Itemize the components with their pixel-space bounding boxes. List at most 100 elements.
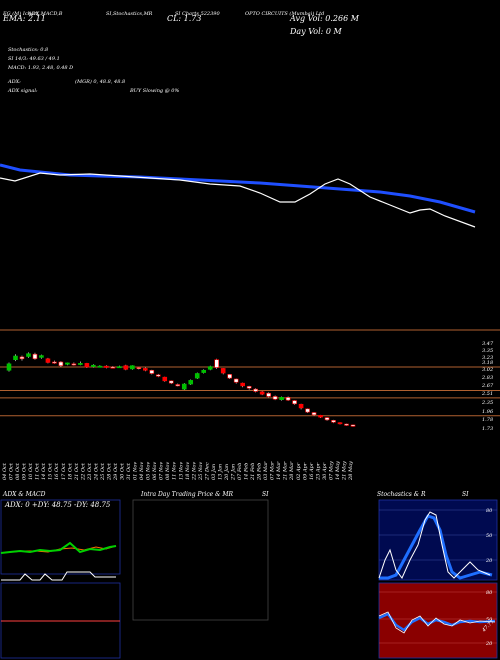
date-label: 21 Mar bbox=[283, 461, 289, 481]
date-label: 10 Oct bbox=[28, 462, 34, 480]
candle-body bbox=[19, 356, 25, 360]
price-axis-label: 3.02 bbox=[482, 367, 493, 373]
date-label: 21 Feb bbox=[250, 463, 256, 481]
header-line1-stoch: SI,Stochastics,MR bbox=[106, 11, 153, 17]
candle-body bbox=[45, 358, 51, 363]
date-label: 18 Oct bbox=[67, 462, 73, 480]
intra-panel-title: Intra Day Trading Price & MR bbox=[141, 491, 234, 498]
date-label: 28 Mar bbox=[289, 461, 295, 481]
candle-body bbox=[65, 362, 70, 365]
date-label: 24 Oct bbox=[93, 462, 99, 481]
candle-body bbox=[220, 368, 226, 374]
candle-body bbox=[214, 359, 219, 368]
candle-body bbox=[207, 366, 213, 370]
date-label: 27 Jan bbox=[230, 464, 236, 481]
candle-body bbox=[104, 365, 109, 368]
price-axis-label: 1.96 bbox=[482, 409, 494, 415]
header-line1-code: SI Charts 522390 bbox=[175, 11, 220, 17]
candle-body bbox=[155, 374, 161, 377]
candle-body bbox=[39, 355, 44, 358]
candle-body bbox=[259, 391, 265, 395]
candle-body bbox=[194, 373, 200, 379]
candle-body bbox=[175, 384, 181, 387]
stoch-panel-si: SI bbox=[462, 491, 469, 498]
stoch-tick-label: 20 bbox=[485, 558, 493, 564]
date-label: 21 May bbox=[341, 461, 347, 481]
candle-body bbox=[305, 408, 310, 413]
candle-body bbox=[91, 364, 96, 367]
price-axis-label: 3.35 bbox=[482, 348, 493, 354]
price-axis-label: 2.83 bbox=[481, 375, 493, 381]
price-axis-label: 2.67 bbox=[481, 383, 494, 389]
candle-body bbox=[84, 363, 90, 368]
date-label: 28 Oct bbox=[106, 462, 112, 481]
candle-body bbox=[97, 365, 103, 368]
price-axis-label: 2.51 bbox=[481, 391, 493, 397]
candle-body bbox=[233, 378, 239, 383]
date-label: 09 Oct bbox=[22, 462, 28, 480]
date-label: 14 May bbox=[335, 461, 341, 480]
candle-body bbox=[331, 420, 336, 423]
date-label: 01 Nov bbox=[133, 462, 139, 480]
candle-body bbox=[26, 353, 31, 357]
candle-body bbox=[253, 388, 258, 392]
stoch-panel-frame bbox=[378, 499, 498, 581]
candle-body bbox=[13, 355, 18, 361]
stoch-panel-title: Stochastics & R bbox=[377, 491, 426, 498]
date-label: 08 Nov bbox=[165, 462, 171, 480]
stoch-tick-label: 50 bbox=[486, 533, 493, 539]
candle-body bbox=[136, 367, 142, 370]
candle-body bbox=[52, 361, 57, 364]
date-label: 14 Oct bbox=[41, 462, 47, 480]
date-label: 21 Oct bbox=[74, 462, 80, 481]
candle-body bbox=[350, 424, 356, 427]
rsi-tick-label: 80 bbox=[486, 590, 493, 596]
price-axis-label: 1.73 bbox=[482, 426, 493, 432]
date-label: 03 Jan bbox=[211, 464, 217, 480]
candle-body bbox=[227, 374, 232, 379]
date-label: 13 Nov bbox=[178, 462, 184, 480]
price-axis-label: 3.23 bbox=[482, 355, 493, 361]
candle-body bbox=[58, 361, 64, 366]
date-label: 07 May bbox=[328, 461, 334, 480]
intra-panel-si: SI bbox=[262, 491, 269, 498]
header-ema: EMA: 2.11 bbox=[3, 14, 46, 23]
candle-body bbox=[32, 353, 38, 360]
candle-body bbox=[188, 380, 194, 385]
stoch-tick-label: 80 bbox=[486, 508, 493, 514]
price-axis-label: 2.35 bbox=[481, 400, 493, 406]
candle-body bbox=[6, 363, 12, 371]
date-label: 11 Nov bbox=[172, 462, 178, 480]
date-label: 30 Oct bbox=[120, 462, 126, 480]
header-line1-indicators: ADX,MACD,B bbox=[28, 11, 63, 17]
candle-body bbox=[324, 417, 330, 421]
date-label: 28 Feb bbox=[257, 463, 263, 481]
candle-body bbox=[130, 365, 135, 370]
candle-body bbox=[266, 392, 271, 397]
rsi-white-line bbox=[378, 611, 496, 634]
price-axis-label: 1.78 bbox=[482, 417, 493, 423]
date-label: 09 Apr bbox=[302, 462, 308, 480]
adx-signal-text: ADX signal: bbox=[8, 88, 38, 94]
rsi-tick-label: 20 bbox=[485, 641, 493, 647]
date-label: 25 Nov bbox=[198, 462, 204, 481]
candle-body bbox=[279, 397, 284, 400]
date-label: 04 Oct bbox=[2, 462, 8, 480]
date-label: 22 Nov bbox=[191, 462, 197, 481]
stochastics-text: Stochastics: 0.8 bbox=[8, 47, 49, 53]
adx-values-text: (MGR) 0, 48.8, 48.8 bbox=[75, 79, 126, 85]
date-label: 04 Nov bbox=[139, 462, 145, 480]
price-axis-label: 3.18 bbox=[482, 360, 493, 366]
date-label: 14 Mar bbox=[276, 461, 282, 480]
adx-panel-values: ADX: 0 +DY: 48.75 -DY: 48.75 bbox=[5, 501, 111, 509]
date-label: 30 Apr bbox=[322, 462, 328, 480]
date-label: 13 Jan bbox=[217, 464, 223, 480]
adx-plus-di-line bbox=[0, 541, 117, 554]
date-label: 29 Oct bbox=[113, 462, 119, 481]
adx-panel-frame bbox=[0, 499, 121, 575]
candle-body bbox=[149, 369, 155, 374]
candle-body bbox=[71, 363, 77, 366]
candle-body bbox=[272, 396, 278, 400]
candle-body bbox=[168, 380, 174, 384]
